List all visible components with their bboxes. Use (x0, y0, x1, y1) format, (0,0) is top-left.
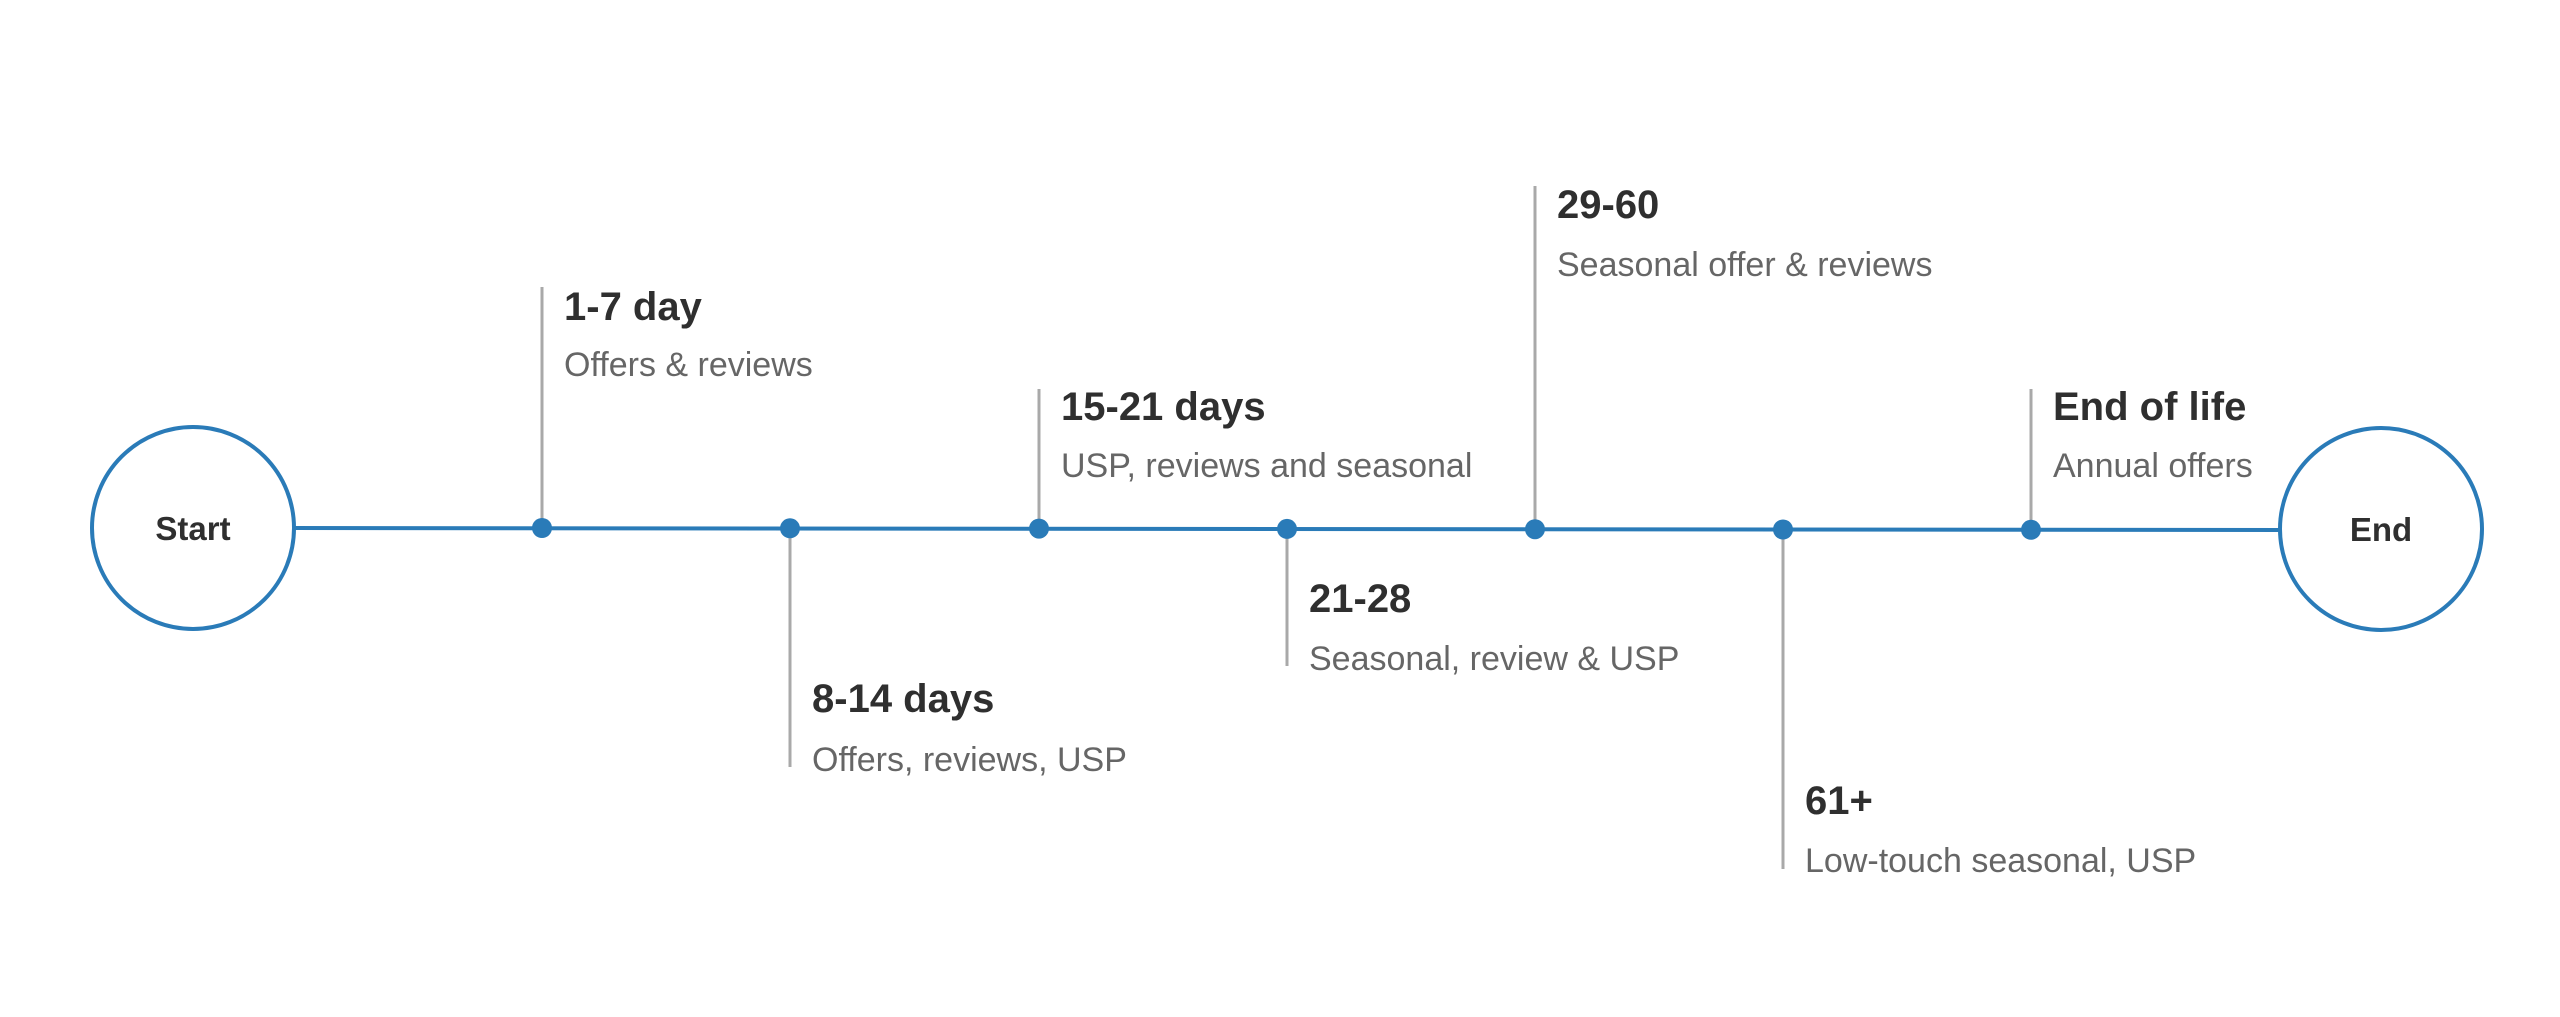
milestone-subtitle: Seasonal offer & reviews (1557, 246, 1932, 284)
milestone-subtitle: Annual offers (2053, 447, 2253, 485)
milestone-dot (1029, 518, 1049, 539)
milestone: End of life Annual offers (2021, 385, 2253, 540)
milestone-title: 61+ (1805, 779, 1873, 823)
milestone-title: 15-21 days (1061, 385, 1266, 429)
milestone-subtitle: USP, reviews and seasonal (1061, 447, 1472, 485)
milestone-dot (780, 518, 800, 539)
milestone-dot (1277, 518, 1297, 539)
milestone-dot (1773, 519, 1793, 540)
milestone-dot (2021, 519, 2041, 540)
milestone: 15-21 days USP, reviews and seasonal (1029, 385, 1472, 539)
milestone-title: 1-7 day (564, 285, 703, 329)
milestone-title: 21-28 (1309, 577, 1411, 621)
start-label: Start (155, 510, 230, 547)
milestone-subtitle: Offers, reviews, USP (812, 741, 1127, 779)
milestone: 8-14 days Offers, reviews, USP (780, 518, 1127, 779)
milestone-subtitle: Low-touch seasonal, USP (1805, 842, 2196, 880)
milestone: 61+ Low-touch seasonal, USP (1773, 519, 2196, 880)
milestone-subtitle: Seasonal, review & USP (1309, 640, 1679, 678)
start-node: Start (90, 425, 296, 631)
milestone-title: 29-60 (1557, 183, 1659, 227)
milestone-title: 8-14 days (812, 677, 994, 721)
end-label: End (2350, 511, 2412, 548)
milestone-subtitle: Offers & reviews (564, 346, 813, 384)
end-node: End (2278, 426, 2484, 632)
milestone-title: End of life (2053, 385, 2246, 429)
milestone: 21-28 Seasonal, review & USP (1277, 518, 1679, 678)
milestone: 29-60 Seasonal offer & reviews (1525, 183, 1932, 540)
milestone: 1-7 day Offers & reviews (532, 285, 813, 538)
milestone-dot (532, 518, 552, 538)
milestone-dot (1525, 519, 1545, 540)
